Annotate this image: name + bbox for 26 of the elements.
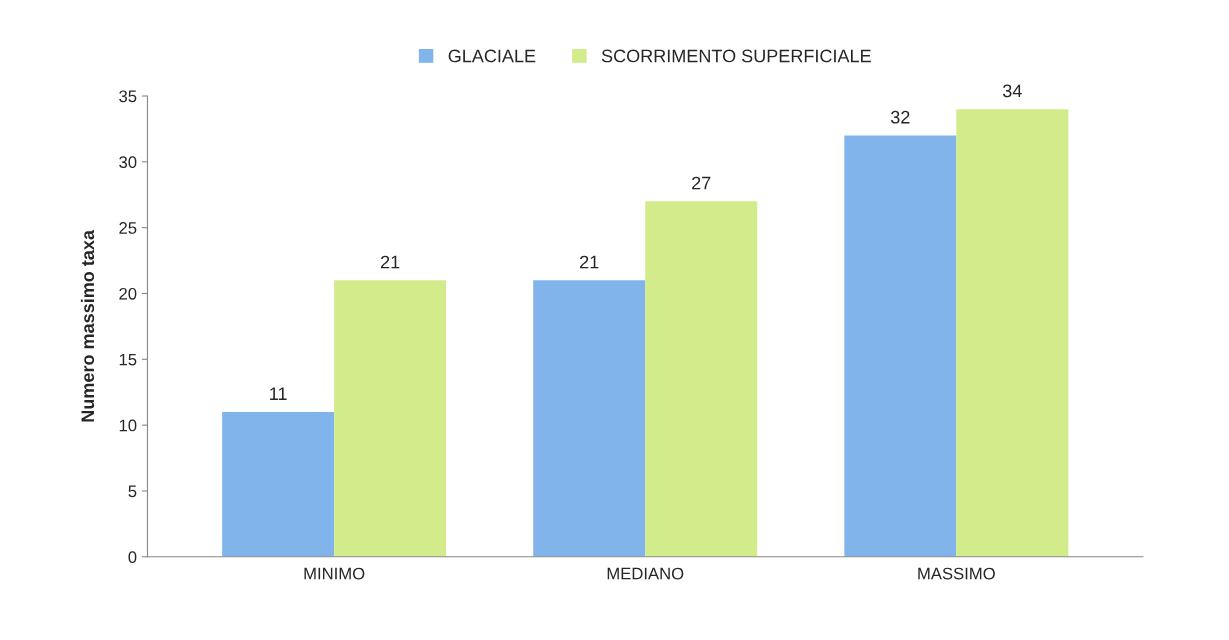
bar — [222, 411, 335, 557]
legend-label: SCORRIMENTO SUPERFICIALE — [601, 49, 871, 63]
bar — [645, 201, 758, 557]
y-tick-label: 0 — [128, 551, 137, 563]
x-tick-label: MASSIMO — [918, 567, 995, 580]
y-tick-label: 35 — [119, 90, 137, 103]
data-label: 27 — [692, 176, 711, 190]
y-tick-label: 30 — [119, 156, 137, 169]
y-tick-label: 5 — [128, 485, 137, 498]
y-tick-label: 10 — [119, 419, 137, 432]
data-label: 21 — [580, 255, 599, 269]
data-label: 21 — [381, 255, 400, 269]
data-label: 11 — [270, 387, 287, 400]
bar — [956, 109, 1069, 557]
y-tick-label: 25 — [119, 222, 137, 234]
bar — [533, 280, 646, 557]
data-label: 32 — [890, 110, 910, 124]
y-tick-label: 20 — [119, 287, 137, 300]
y-axis-title: Numero massimo taxa — [80, 229, 95, 422]
legend-label: GLACIALE — [448, 49, 536, 63]
bar — [334, 280, 447, 557]
x-tick-label: MEDIANO — [607, 567, 684, 580]
y-tick-label: 15 — [119, 353, 137, 366]
x-tick-label: MINIMO — [304, 567, 365, 580]
bar — [844, 135, 957, 557]
data-label: 34 — [1002, 84, 1022, 98]
